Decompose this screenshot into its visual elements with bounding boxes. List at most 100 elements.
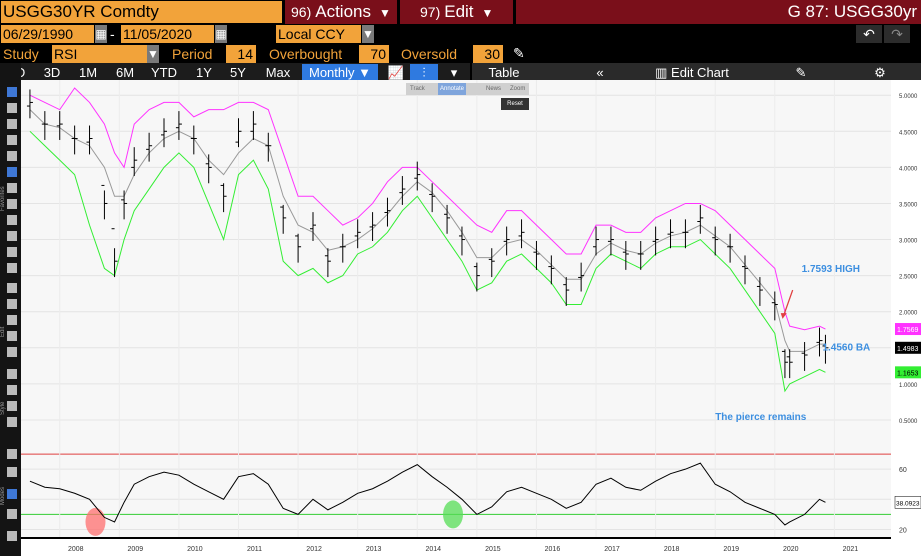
tool-icon[interactable] [7,283,17,293]
tool-icon[interactable] [7,151,17,161]
y-tick-label: 2.5000 [899,275,918,281]
reset-button[interactable]: Reset [501,98,529,110]
ohlc-chart-icon[interactable]: ⫶ [410,64,438,81]
dropdown-arrow-icon[interactable]: ▼ [362,25,374,43]
tool-icon[interactable] [7,467,17,477]
tool-icon[interactable] [7,347,17,357]
tool-icon[interactable] [7,401,17,411]
period-ytd[interactable]: YTD [151,65,177,80]
oversold-label: Oversold [401,46,458,62]
period-field[interactable]: 14 [226,45,256,63]
start-date-field[interactable]: 06/29/1990 [1,25,94,43]
tool-icon[interactable] [7,315,17,325]
study-field[interactable]: RSI [52,45,147,63]
zoom-button[interactable]: Zoom [510,86,526,92]
annotation-ba: 1.4560 BA [822,343,870,354]
x-tick-label: 2011 [247,546,262,553]
chart-icon: ▥ [655,65,668,80]
last-price-label: 1.4983 [897,346,919,353]
period-5y[interactable]: 5Y [230,65,246,80]
track-button[interactable]: Track [410,86,425,92]
tool-icon[interactable] [7,119,17,129]
tool-icon[interactable] [7,263,17,273]
gear-icon[interactable]: ⚙ [874,65,886,80]
period-1y[interactable]: 1Y [196,65,212,80]
price-chart[interactable]: 1.7593 HIGH 1.4560 BA The pierce remains [21,80,895,468]
table-button[interactable]: Table [488,65,520,80]
title-bar: USGG30YR Comdty 96) Actions ▼ 97) Edit ▼ G 8… [0,0,921,24]
ticker-field[interactable]: USGG30YR Comdty [1,1,282,23]
last-price-box [895,323,921,336]
tool-icon[interactable] [7,299,17,309]
overbought-field[interactable]: 70 [359,45,389,63]
currency-field[interactable]: Local CCY [276,25,361,43]
tool-icon[interactable] [7,385,17,395]
edit-chart-button[interactable]: ▥ Edit Chart [642,64,742,81]
study-bar: Study RSI ▼ Period 14 Overbought 70 Over… [0,44,921,64]
tool-icon[interactable] [7,215,17,225]
pencil-icon[interactable]: ✎ [513,45,525,61]
last-price-label: 1.7569 [897,327,919,334]
chart-type-arrow-icon[interactable]: ▾ [450,65,458,80]
tool-icon[interactable] [7,199,17,209]
collapse-icon[interactable]: « [596,65,604,80]
tool-icon[interactable] [7,369,17,379]
redo-icon[interactable]: ↷ [884,25,910,43]
signal-highlight [443,500,464,529]
period-1m[interactable]: 1M [78,65,98,80]
x-tick-label: 2010 [187,546,203,553]
tool-icon[interactable] [7,103,17,113]
x-tick-label: 2016 [545,546,561,553]
actions-number: 96) [291,4,312,20]
tool-icon[interactable] [7,247,17,257]
edit-menu[interactable]: 97) Edit ▼ [400,0,513,24]
modes-label: Modes [0,486,6,505]
tool-icon[interactable] [7,449,17,459]
tool-icon[interactable] [7,231,17,241]
ticker-text: USGG30YR Comdty [3,2,159,21]
tool-icon[interactable] [7,183,17,193]
news-button[interactable]: News [486,86,502,92]
tool-icon[interactable] [7,167,17,177]
frequency-label: Monthly [308,65,355,80]
dropdown-arrow-icon[interactable]: ▼ [147,45,159,63]
style-label: Style [0,401,6,415]
y-tick-label: 2.0000 [899,311,918,317]
x-tick-label: 2013 [366,546,382,553]
annotation-arrowhead [780,313,787,319]
period-3d[interactable]: 3D [43,65,61,80]
tool-icon[interactable] [7,417,17,427]
price-chart-panel[interactable]: 1.7593 HIGH 1.4560 BA The pierce remains [21,80,895,468]
cursor-icon[interactable] [7,87,17,97]
frequency-dropdown[interactable]: Monthly ▼ [302,64,378,81]
rsi-chart[interactable] [21,439,895,537]
rsi-panel[interactable] [21,439,895,537]
toolbar-right [472,63,921,81]
annotation-pierce: The pierce remains [715,412,807,423]
y-tick-label: 0.5000 [899,419,918,425]
period-6m[interactable]: 6M [115,65,135,80]
gear-icon[interactable] [7,531,17,541]
x-tick-label: 2017 [604,546,620,553]
y-tick-label: 1.0000 [899,383,918,389]
tool-icon[interactable] [7,331,17,341]
tool-icon[interactable] [7,135,17,145]
upper-band-line [29,87,826,331]
oversold-field[interactable]: 30 [473,45,503,63]
x-tick-label: 2018 [664,546,680,553]
x-tick-label: 2021 [843,546,859,553]
calendar-icon[interactable]: ▦ [215,25,227,43]
undo-icon[interactable]: ↶ [856,25,882,43]
edit-icon[interactable]: ✎ [795,65,807,80]
period-max[interactable]: Max [265,65,291,80]
tool-icon[interactable] [7,489,17,499]
annotate-button[interactable]: Annotate [438,83,467,95]
edit-label: Edit [444,2,474,21]
calendar-icon[interactable]: ▦ [95,25,107,43]
line-chart-icon[interactable]: 📈 [387,65,405,80]
actions-menu[interactable]: 96) Actions ▼ [285,0,397,24]
y-axis-svg: 0.50001.00001.50002.00002.50003.00003.50… [894,94,921,534]
end-date-field[interactable]: 11/05/2020 [121,25,214,43]
window-title: G 87: USGG30yr [516,0,921,24]
tool-icon[interactable] [7,509,17,519]
